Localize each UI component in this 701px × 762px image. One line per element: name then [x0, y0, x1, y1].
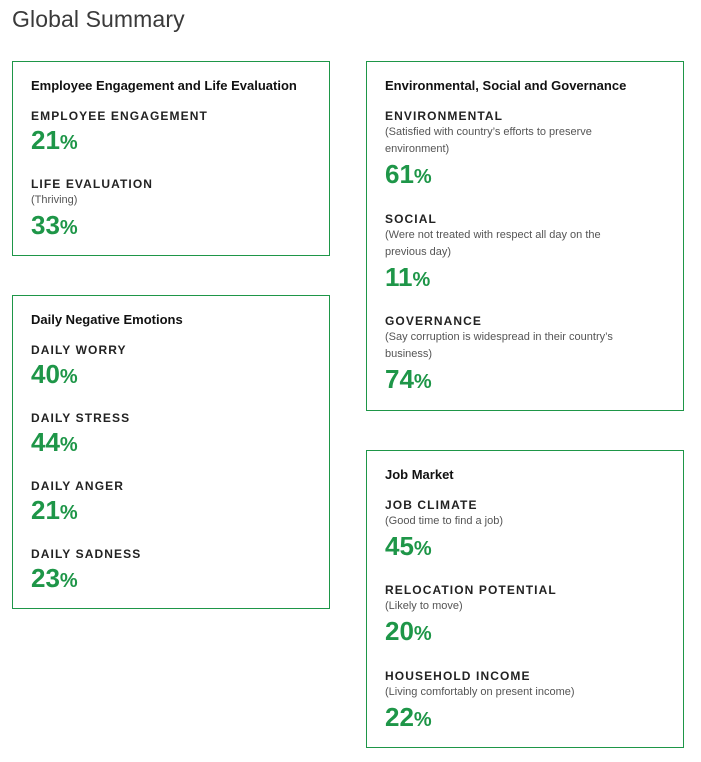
card-title: Employee Engagement and Life Evaluation	[31, 78, 297, 93]
card-esg: Environmental, Social and Governance ENV…	[366, 61, 684, 411]
metric-job-climate: JOB CLIMATE (Good time to find a job) 45…	[385, 497, 635, 567]
metric-label: DAILY WORRY	[31, 343, 127, 357]
metric-label: DAILY SADNESS	[31, 547, 142, 561]
metric-value: 21%	[31, 495, 78, 525]
metric-daily-anger: DAILY ANGER 21%	[31, 478, 124, 531]
metric-relocation-potential: RELOCATION POTENTIAL (Likely to move) 20…	[385, 582, 635, 652]
metric-label: ENVIRONMENTAL	[385, 109, 504, 123]
metric-label: HOUSEHOLD INCOME	[385, 669, 531, 683]
metric-value: 45%	[385, 531, 432, 561]
card-title: Daily Negative Emotions	[31, 312, 183, 327]
card-emotions: Daily Negative Emotions DAILY WORRY 40% …	[12, 295, 330, 609]
page-title: Global Summary	[12, 6, 185, 32]
metric-value: 33%	[31, 210, 78, 240]
metric-label: SOCIAL	[385, 212, 437, 226]
metric-label: LIFE EVALUATION	[31, 177, 154, 191]
metric-value: 44%	[31, 427, 78, 457]
metric-value: 74%	[385, 364, 432, 394]
metric-value: 61%	[385, 159, 432, 189]
metric-sub: (Satisfied with country’s efforts to pre…	[385, 126, 592, 155]
card-title: Environmental, Social and Governance	[385, 78, 627, 93]
metric-sub: (Living comfortably on present income)	[385, 686, 575, 698]
metric-daily-sadness: DAILY SADNESS 23%	[31, 546, 141, 599]
metric-social: SOCIAL (Were not treated with respect al…	[385, 211, 635, 298]
metric-daily-worry: DAILY WORRY 40%	[31, 342, 127, 395]
metric-value: 11%	[385, 262, 431, 292]
metric-label: GOVERNANCE	[385, 314, 483, 328]
metric-value: 20%	[385, 616, 432, 646]
card-engagement: Employee Engagement and Life Evaluation …	[12, 61, 330, 256]
metric-sub: (Say corruption is widespread in their c…	[385, 331, 613, 360]
metric-label: DAILY STRESS	[31, 411, 131, 425]
metric-household-income: HOUSEHOLD INCOME (Living comfortably on …	[385, 668, 635, 738]
metric-sub: (Were not treated with respect all day o…	[385, 229, 601, 258]
metric-value: 21%	[31, 125, 78, 155]
metric-label: DAILY ANGER	[31, 479, 125, 493]
metric-environmental: ENVIRONMENTAL (Satisfied with country’s …	[385, 108, 635, 195]
card-job-market: Job Market JOB CLIMATE (Good time to fin…	[366, 450, 684, 748]
metric-label: JOB CLIMATE	[385, 498, 478, 512]
metric-label: EMPLOYEE ENGAGEMENT	[31, 109, 208, 123]
metric-value: 22%	[385, 702, 432, 732]
metric-sub: (Thriving)	[31, 194, 78, 206]
metric-employee-engagement: EMPLOYEE ENGAGEMENT 21%	[31, 108, 208, 161]
metric-label: RELOCATION POTENTIAL	[385, 583, 557, 597]
metric-sub: (Likely to move)	[385, 600, 463, 612]
metric-sub: (Good time to find a job)	[385, 515, 504, 527]
metric-value: 23%	[31, 563, 78, 593]
metric-value: 40%	[31, 359, 78, 389]
metric-daily-stress: DAILY STRESS 44%	[31, 410, 130, 463]
metric-life-evaluation: LIFE EVALUATION (Thriving) 33%	[31, 176, 281, 246]
card-title: Job Market	[385, 467, 454, 482]
metric-governance: GOVERNANCE (Say corruption is widespread…	[385, 313, 635, 400]
